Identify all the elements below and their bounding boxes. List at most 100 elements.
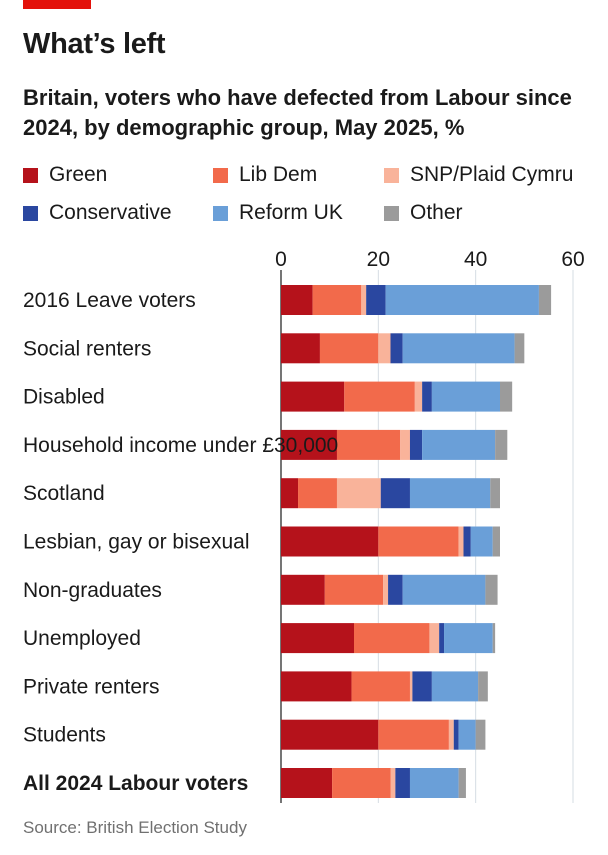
bar-reform-uk-5 [470,526,493,557]
category-label-7: Unemployed [23,627,141,650]
bar-conservative-1 [390,333,403,364]
bar-lib-dem-4 [298,478,337,509]
bar-reform-uk-2 [431,381,500,412]
category-label-1: Social renters [23,337,151,360]
bar-reform-uk-1 [402,333,515,364]
bar-conservative-0 [366,285,386,315]
bar-reform-uk-0 [385,285,539,315]
legend-label-conservative: Conservative [49,201,172,224]
legend-item-other: Other [384,200,463,226]
bar-conservative-5 [463,526,471,557]
bar-reform-uk-10 [409,768,459,798]
category-label-10: All 2024 Labour voters [23,772,248,795]
x-tick-label-20: 20 [367,248,390,271]
bar-snp-plaid-cymru-4 [336,478,381,509]
legend-item-snp-plaid: SNP/Plaid Cymru [384,162,573,188]
bar-conservative-3 [409,429,423,460]
bar-conservative-10 [395,768,410,798]
category-label-3: Household income under £30,000 [23,434,338,457]
bar-snp-plaid-cymru-5 [458,526,464,557]
bar-green-1 [281,333,320,364]
chart-title: What’s left [23,28,166,60]
x-tick-label-40: 40 [464,248,487,271]
bar-other-3 [495,429,508,460]
legend-swatch-lib-dem [213,167,228,183]
bar-lib-dem-9 [378,719,449,750]
bar-other-4 [490,478,500,509]
bar-green-7 [281,623,354,654]
bar-reform-uk-9 [458,719,476,750]
x-tick-label-60: 60 [561,248,584,271]
bar-other-1 [514,333,525,364]
bar-green-4 [281,478,299,509]
bar-green-9 [281,719,379,750]
legend-swatch-green [23,167,38,183]
bar-other-10 [458,768,466,798]
category-label-6: Non-graduates [23,579,162,602]
bar-green-3 [281,429,337,460]
legend-label-lib-dem: Lib Dem [239,163,318,186]
bar-green-8 [281,671,352,702]
bar-other-2 [500,381,513,412]
category-label-0: 2016 Leave voters [23,289,196,312]
bar-reform-uk-6 [402,574,486,605]
bar-lib-dem-8 [351,671,410,702]
legend-item-lib-dem: Lib Dem [213,162,317,188]
chart-subtitle: Britain, voters who have defected from L… [23,85,572,140]
bar-other-5 [492,526,500,557]
bar-green-5 [281,526,379,557]
bar-snp-plaid-cymru-9 [448,719,454,750]
brand-bar [23,0,91,9]
bar-reform-uk-3 [422,429,496,460]
bar-snp-plaid-cymru-0 [361,285,367,315]
legend-swatch-snp-plaid [384,167,399,183]
x-tick-label-0: 0 [275,248,287,271]
bar-reform-uk-7 [444,623,493,654]
bar-green-0 [281,285,313,315]
legend-item-conservative: Conservative [23,200,172,226]
bar-lib-dem-2 [344,381,415,412]
bar-snp-plaid-cymru-3 [400,429,410,460]
bar-green-6 [281,574,325,605]
legend-swatch-conservative [23,205,38,221]
bar-other-8 [478,671,488,702]
bar-lib-dem-1 [319,333,379,364]
legend-swatch-other [384,205,399,221]
bar-snp-plaid-cymru-1 [378,333,391,364]
bar-other-7 [492,623,496,654]
bar-snp-plaid-cymru-2 [414,381,423,412]
bar-lib-dem-6 [324,574,384,605]
bar-green-2 [281,381,345,412]
bar-lib-dem-0 [312,285,362,315]
bar-conservative-9 [453,719,459,750]
bar-other-0 [538,285,552,315]
legend-label-snp-plaid: SNP/Plaid Cymru [410,163,574,186]
bar-snp-plaid-cymru-7 [429,623,440,654]
bar-conservative-6 [388,574,403,605]
category-label-2: Disabled [23,386,105,409]
bar-conservative-4 [380,478,410,509]
legend-label-green: Green [49,163,108,186]
legend-item-green: Green [23,162,107,188]
bar-snp-plaid-cymru-8 [409,671,413,702]
legend-label-reform-uk: Reform UK [239,201,343,224]
bar-snp-plaid-cymru-6 [383,574,389,605]
category-label-5: Lesbian, gay or bisexual [23,531,249,554]
legend-item-reform-uk: Reform UK [213,200,343,226]
category-label-8: Private renters [23,675,160,698]
bar-snp-plaid-cymru-10 [390,768,396,798]
bar-other-6 [485,574,498,605]
category-label-4: Scotland [23,482,105,505]
bar-conservative-8 [412,671,432,702]
bar-other-9 [475,719,486,750]
bar-reform-uk-8 [431,671,479,702]
source-note: Source: British Election Study [23,818,247,837]
bar-lib-dem-3 [336,429,401,460]
bar-reform-uk-4 [409,478,491,509]
bar-conservative-7 [439,623,445,654]
bar-lib-dem-10 [332,768,391,798]
stacked-bar-chart: 0 20 40 60 2016 Leave voters Social renters Di… [23,248,585,803]
bar-conservative-2 [422,381,432,412]
legend-swatch-reform-uk [213,205,228,221]
bar-green-10 [281,768,333,798]
